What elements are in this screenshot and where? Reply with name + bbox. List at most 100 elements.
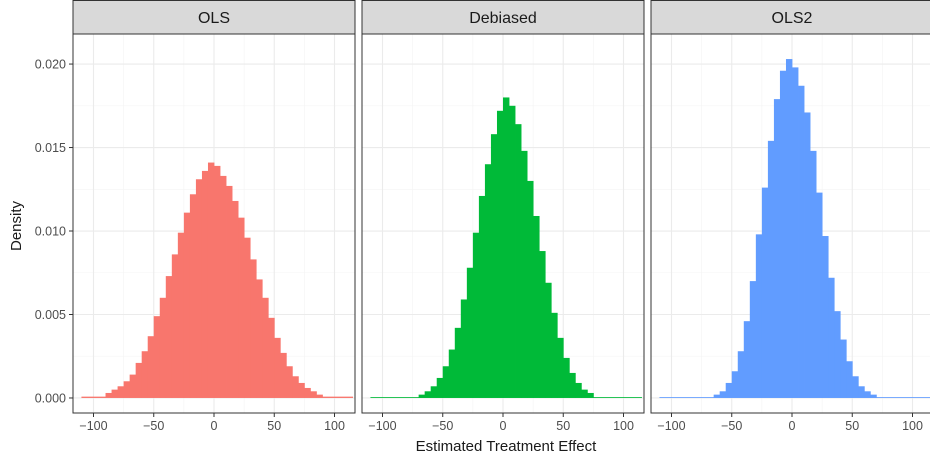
x-tick-label: −50 — [721, 419, 742, 433]
histogram-bar — [496, 110, 504, 398]
histogram-bar — [755, 234, 763, 398]
x-tick-label: −50 — [432, 419, 453, 433]
histogram-bar — [557, 337, 564, 398]
histogram-bar — [189, 194, 197, 398]
histogram-bar — [298, 382, 305, 398]
histogram-bar — [268, 317, 275, 398]
x-tick-label: 100 — [324, 419, 345, 433]
x-tick-label: −100 — [368, 419, 396, 433]
histogram-bar — [804, 112, 811, 398]
histogram-bar — [256, 279, 263, 398]
histogram-bar — [310, 391, 317, 398]
histogram-bar — [436, 377, 444, 398]
histogram-bar — [105, 392, 112, 398]
histogram-bar — [484, 164, 492, 398]
y-tick-label: 0.020 — [35, 58, 66, 72]
facet-strip — [72, 0, 356, 35]
histogram-bar — [545, 282, 552, 398]
histogram-bar — [785, 59, 793, 398]
x-tick-label: −100 — [79, 419, 107, 433]
x-tick-label: 0 — [789, 419, 796, 433]
histogram-bar — [533, 215, 540, 398]
histogram-bars-ols2 — [659, 59, 930, 398]
histogram-bar — [322, 396, 353, 398]
facet-strip — [361, 0, 645, 35]
histogram-bar — [713, 394, 721, 398]
histogram-bar — [834, 311, 841, 398]
histogram-bar — [280, 352, 287, 398]
histogram-bar — [177, 232, 185, 398]
histogram-bar — [141, 351, 149, 398]
x-tick-label: −100 — [657, 419, 685, 433]
histogram-bar — [147, 336, 155, 398]
histogram-bar — [274, 337, 281, 398]
histogram-bar — [262, 297, 269, 398]
histogram-bar — [201, 170, 209, 398]
histogram-bar — [810, 150, 817, 398]
histogram-bar — [165, 276, 173, 398]
histogram-bar — [515, 124, 522, 398]
histogram-bar — [731, 371, 739, 398]
histogram-bar — [551, 312, 558, 398]
histogram-bar — [183, 212, 191, 398]
histogram-bar — [846, 361, 853, 398]
histogram-bar — [719, 391, 727, 398]
x-tick-label: 100 — [902, 419, 923, 433]
histogram-bar — [129, 374, 137, 398]
histogram-bar — [226, 185, 233, 398]
histogram-bar — [171, 254, 179, 398]
axes-layer: −100 −50 0 50 100 −100 −50 0 50 100 −100 −50 0 50 100 0… — [35, 58, 923, 433]
histogram-bar — [779, 70, 787, 398]
histogram-bar — [767, 140, 775, 398]
histogram-bar — [442, 366, 450, 398]
panels-layer: OLS Debiased OLS2 — [72, 0, 930, 414]
histogram-bar — [244, 237, 251, 398]
panel-ols: OLS — [72, 0, 356, 414]
histogram-bar — [659, 397, 715, 398]
histogram-bar — [195, 179, 203, 398]
histogram-bar — [828, 277, 835, 398]
histogram-bar — [792, 67, 799, 398]
histogram-bar — [448, 349, 456, 398]
x-axis-title: Estimated Treatment Effect — [416, 438, 597, 455]
histogram-bar — [822, 236, 829, 398]
histogram-bar — [581, 389, 588, 398]
histogram-bar — [593, 397, 642, 398]
histogram-bar — [539, 251, 546, 398]
histogram-bar — [250, 259, 257, 398]
histogram-bar — [81, 396, 106, 398]
histogram-bar — [478, 195, 486, 398]
histogram-bar — [852, 376, 859, 398]
x-tick-label: 0 — [500, 419, 507, 433]
histogram-bar — [220, 175, 227, 398]
y-tick-label: 0.005 — [35, 308, 66, 322]
x-tick-label: 50 — [845, 419, 859, 433]
histogram-bar — [472, 232, 480, 398]
histogram-bar — [286, 366, 293, 398]
histogram-bar — [418, 394, 426, 398]
histogram-bar — [569, 372, 576, 398]
histogram-bar — [490, 134, 498, 398]
histogram-bar — [864, 391, 871, 398]
x-tick-label: 0 — [211, 419, 218, 433]
histogram-bar — [840, 339, 847, 398]
histogram-bar — [509, 105, 516, 398]
histogram-bar — [135, 362, 143, 398]
x-tick-label: −50 — [143, 419, 164, 433]
histogram-bar — [214, 165, 221, 398]
histogram-bar — [773, 99, 781, 398]
histogram-bar — [587, 392, 594, 398]
histogram-bar — [870, 394, 877, 398]
facet-strip — [650, 0, 930, 35]
histogram-bar — [153, 316, 161, 398]
histogram-bar — [238, 217, 245, 398]
histogram-bar — [430, 386, 438, 398]
histogram-bar — [527, 180, 534, 398]
histogram-bar — [466, 267, 474, 398]
histogram-bar — [503, 97, 510, 398]
x-tick-label: 50 — [556, 419, 570, 433]
histogram-bar — [798, 85, 805, 398]
histogram-bar — [117, 386, 125, 398]
facet-strip-label: Debiased — [469, 10, 537, 27]
